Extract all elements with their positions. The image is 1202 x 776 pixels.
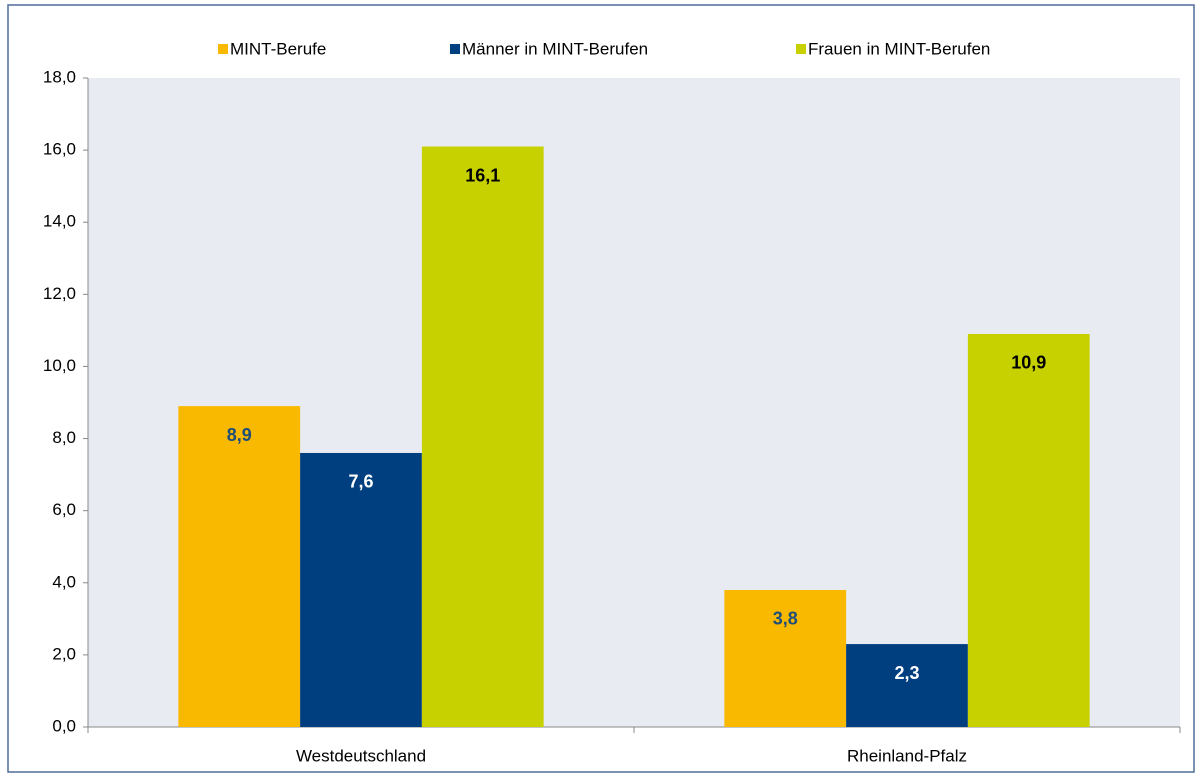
legend-swatch: [450, 44, 460, 54]
y-tick-label: 2,0: [52, 644, 76, 663]
legend-label: Männer in MINT-Berufen: [462, 39, 648, 58]
y-tick-label: 10,0: [43, 356, 76, 375]
y-tick-label: 18,0: [43, 67, 76, 86]
value-label: 2,3: [894, 663, 919, 683]
legend-label: MINT-Berufe: [230, 39, 326, 58]
y-tick-label: 14,0: [43, 212, 76, 231]
bar: [178, 406, 301, 727]
value-label: 3,8: [773, 609, 798, 629]
bar: [967, 333, 1090, 727]
bar: [300, 452, 422, 727]
bar: [846, 644, 968, 727]
x-tick-label: Westdeutschland: [296, 746, 426, 765]
y-tick-label: 0,0: [52, 716, 76, 735]
y-tick-label: 4,0: [52, 572, 76, 591]
y-tick-label: 12,0: [43, 284, 76, 303]
value-label: 8,9: [227, 425, 252, 445]
y-tick-label: 8,0: [52, 428, 76, 447]
value-label: 7,6: [348, 472, 373, 492]
legend-swatch: [796, 44, 806, 54]
y-tick-label: 16,0: [43, 140, 76, 159]
value-label: 10,9: [1011, 353, 1046, 373]
y-tick-label: 6,0: [52, 500, 76, 519]
bar: [421, 146, 544, 727]
bar: [724, 589, 847, 727]
legend-label: Frauen in MINT-Berufen: [808, 39, 990, 58]
legend-swatch: [218, 44, 228, 54]
value-label: 16,1: [465, 165, 500, 185]
x-tick-label: Rheinland-Pfalz: [847, 746, 967, 765]
